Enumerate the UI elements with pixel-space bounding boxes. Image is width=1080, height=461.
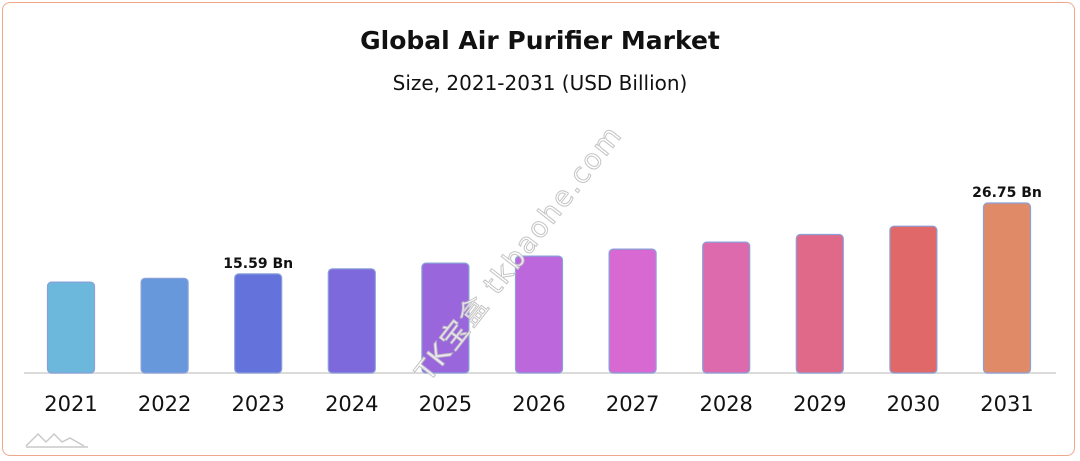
x-tick-2026: 2026 xyxy=(512,392,565,416)
bar-2029 xyxy=(795,233,844,374)
x-tick-2031: 2031 xyxy=(980,392,1033,416)
bar-2031 xyxy=(982,202,1032,374)
x-tick-2029: 2029 xyxy=(793,392,846,416)
bar-2030 xyxy=(889,225,938,374)
x-tick-2024: 2024 xyxy=(325,392,378,416)
bar-2025 xyxy=(421,262,470,374)
x-tick-2030: 2030 xyxy=(887,392,940,416)
bar-2023 xyxy=(234,273,283,374)
chart-title: Global Air Purifier Market xyxy=(360,26,720,55)
bar-2027 xyxy=(608,248,657,374)
x-tick-2025: 2025 xyxy=(419,392,472,416)
x-tick-2021: 2021 xyxy=(44,392,97,416)
brand-logo-icon xyxy=(25,432,88,448)
x-tick-2028: 2028 xyxy=(699,392,752,416)
bar-2021 xyxy=(46,281,96,374)
bar-2022 xyxy=(140,277,189,374)
bar-2028 xyxy=(702,241,751,374)
x-tick-2027: 2027 xyxy=(606,392,659,416)
bar-2024 xyxy=(327,268,376,374)
bar-2026 xyxy=(514,255,564,374)
chart-subtitle: Size, 2021-2031 (USD Billion) xyxy=(392,71,688,95)
data-label-2023: 15.59 Bn xyxy=(223,256,293,272)
data-label-2031: 26.75 Bn xyxy=(972,185,1042,201)
x-tick-2022: 2022 xyxy=(138,392,191,416)
x-tick-2023: 2023 xyxy=(231,392,284,416)
